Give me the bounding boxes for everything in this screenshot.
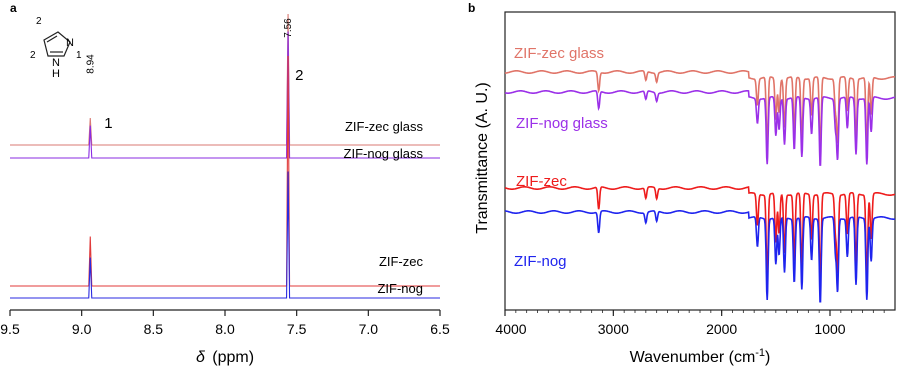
ir-legend-label: ZIF-zec: [516, 173, 567, 190]
ir-trace: [504, 89, 896, 166]
ir-x-axis-title: Wavenumber (cm-1): [630, 347, 771, 366]
panel-b-letter: b: [468, 1, 475, 15]
nmr-trace: [10, 31, 440, 159]
ir-legend-label: ZIF-zec glass: [514, 45, 604, 62]
peak-number-label: 2: [295, 67, 303, 84]
nmr-peak-annotations: 8.94 1 7.56 2: [85, 18, 303, 132]
nmr-tick-label: 8.0: [215, 321, 235, 337]
ring-atom-h: H: [52, 68, 60, 80]
nmr-traces: [10, 13, 440, 299]
ir-x-ticks: 4000 3000 2000 1000: [495, 310, 885, 337]
nmr-tick-label: 7.5: [287, 321, 307, 337]
ir-legend-label: ZIF-nog: [514, 253, 567, 270]
ring-atom-n-bottom: N: [52, 57, 60, 69]
ir-y-axis-title: Transmittance (A. U.): [474, 82, 491, 233]
nmr-panel: a N N H 2 1 2 ZIF-zec glass ZIF-nog glass…: [0, 1, 450, 366]
ir-trace: [504, 185, 896, 283]
imidazole-structure: N N H 2 1 2: [30, 16, 82, 80]
ir-legend-label: ZIF-nog glass: [516, 115, 608, 132]
nmr-series-label: ZIF-zec glass: [345, 119, 424, 134]
ir-tick-label: 4000: [495, 321, 526, 337]
ir-trace: [504, 210, 896, 303]
nmr-x-axis-title: δ (ppm): [196, 349, 254, 366]
nmr-x-unit: (ppm): [212, 349, 254, 366]
panel-a-letter: a: [10, 1, 17, 15]
ir-tick-label: 1000: [814, 321, 845, 337]
ir-tick-label: 2000: [706, 321, 737, 337]
nmr-trace: [10, 55, 440, 287]
nmr-series-label: ZIF-nog: [377, 281, 423, 296]
nmr-tick-label: 9.0: [72, 321, 92, 337]
nmr-series-label: ZIF-zec: [379, 254, 424, 269]
ir-x-label: Wavenumber (cm: [630, 349, 756, 366]
ring-label-left: 2: [30, 50, 36, 61]
ring-atom-n-top: N: [66, 37, 74, 49]
nmr-trace: [10, 171, 440, 299]
nmr-tick-label: 9.5: [0, 321, 20, 337]
nmr-series-label: ZIF-nog glass: [344, 146, 424, 161]
ring-label-top: 2: [36, 16, 42, 27]
ir-legend-labels: ZIF-zec glass ZIF-nog glass ZIF-zec ZIF-nog: [514, 45, 608, 270]
ring-label-right: 1: [76, 50, 82, 61]
peak-value-label: 7.56: [283, 18, 294, 38]
ir-trace: [504, 70, 895, 151]
nmr-x-ticks: 9.5 9.0 8.5 8.0 7.5 7.0 6.5: [0, 310, 450, 337]
ir-tick-label: 3000: [598, 321, 629, 337]
peak-number-label: 1: [104, 115, 112, 132]
nmr-series-labels: ZIF-zec glass ZIF-nog glass ZIF-zec ZIF-nog: [344, 119, 424, 296]
nmr-tick-label: 7.0: [359, 321, 379, 337]
ir-traces: [504, 70, 896, 303]
ir-x-label-end: ): [765, 349, 770, 366]
nmr-tick-label: 6.5: [430, 321, 450, 337]
ir-x-label-sup: -1: [755, 347, 765, 359]
peak-value-label: 8.94: [85, 54, 96, 74]
nmr-tick-label: 8.5: [144, 321, 164, 337]
nmr-x-symbol: δ: [196, 349, 206, 366]
ir-panel: b ZIF-zec glass ZIF-nog glass ZIF-zec ZIF-n…: [468, 1, 896, 366]
